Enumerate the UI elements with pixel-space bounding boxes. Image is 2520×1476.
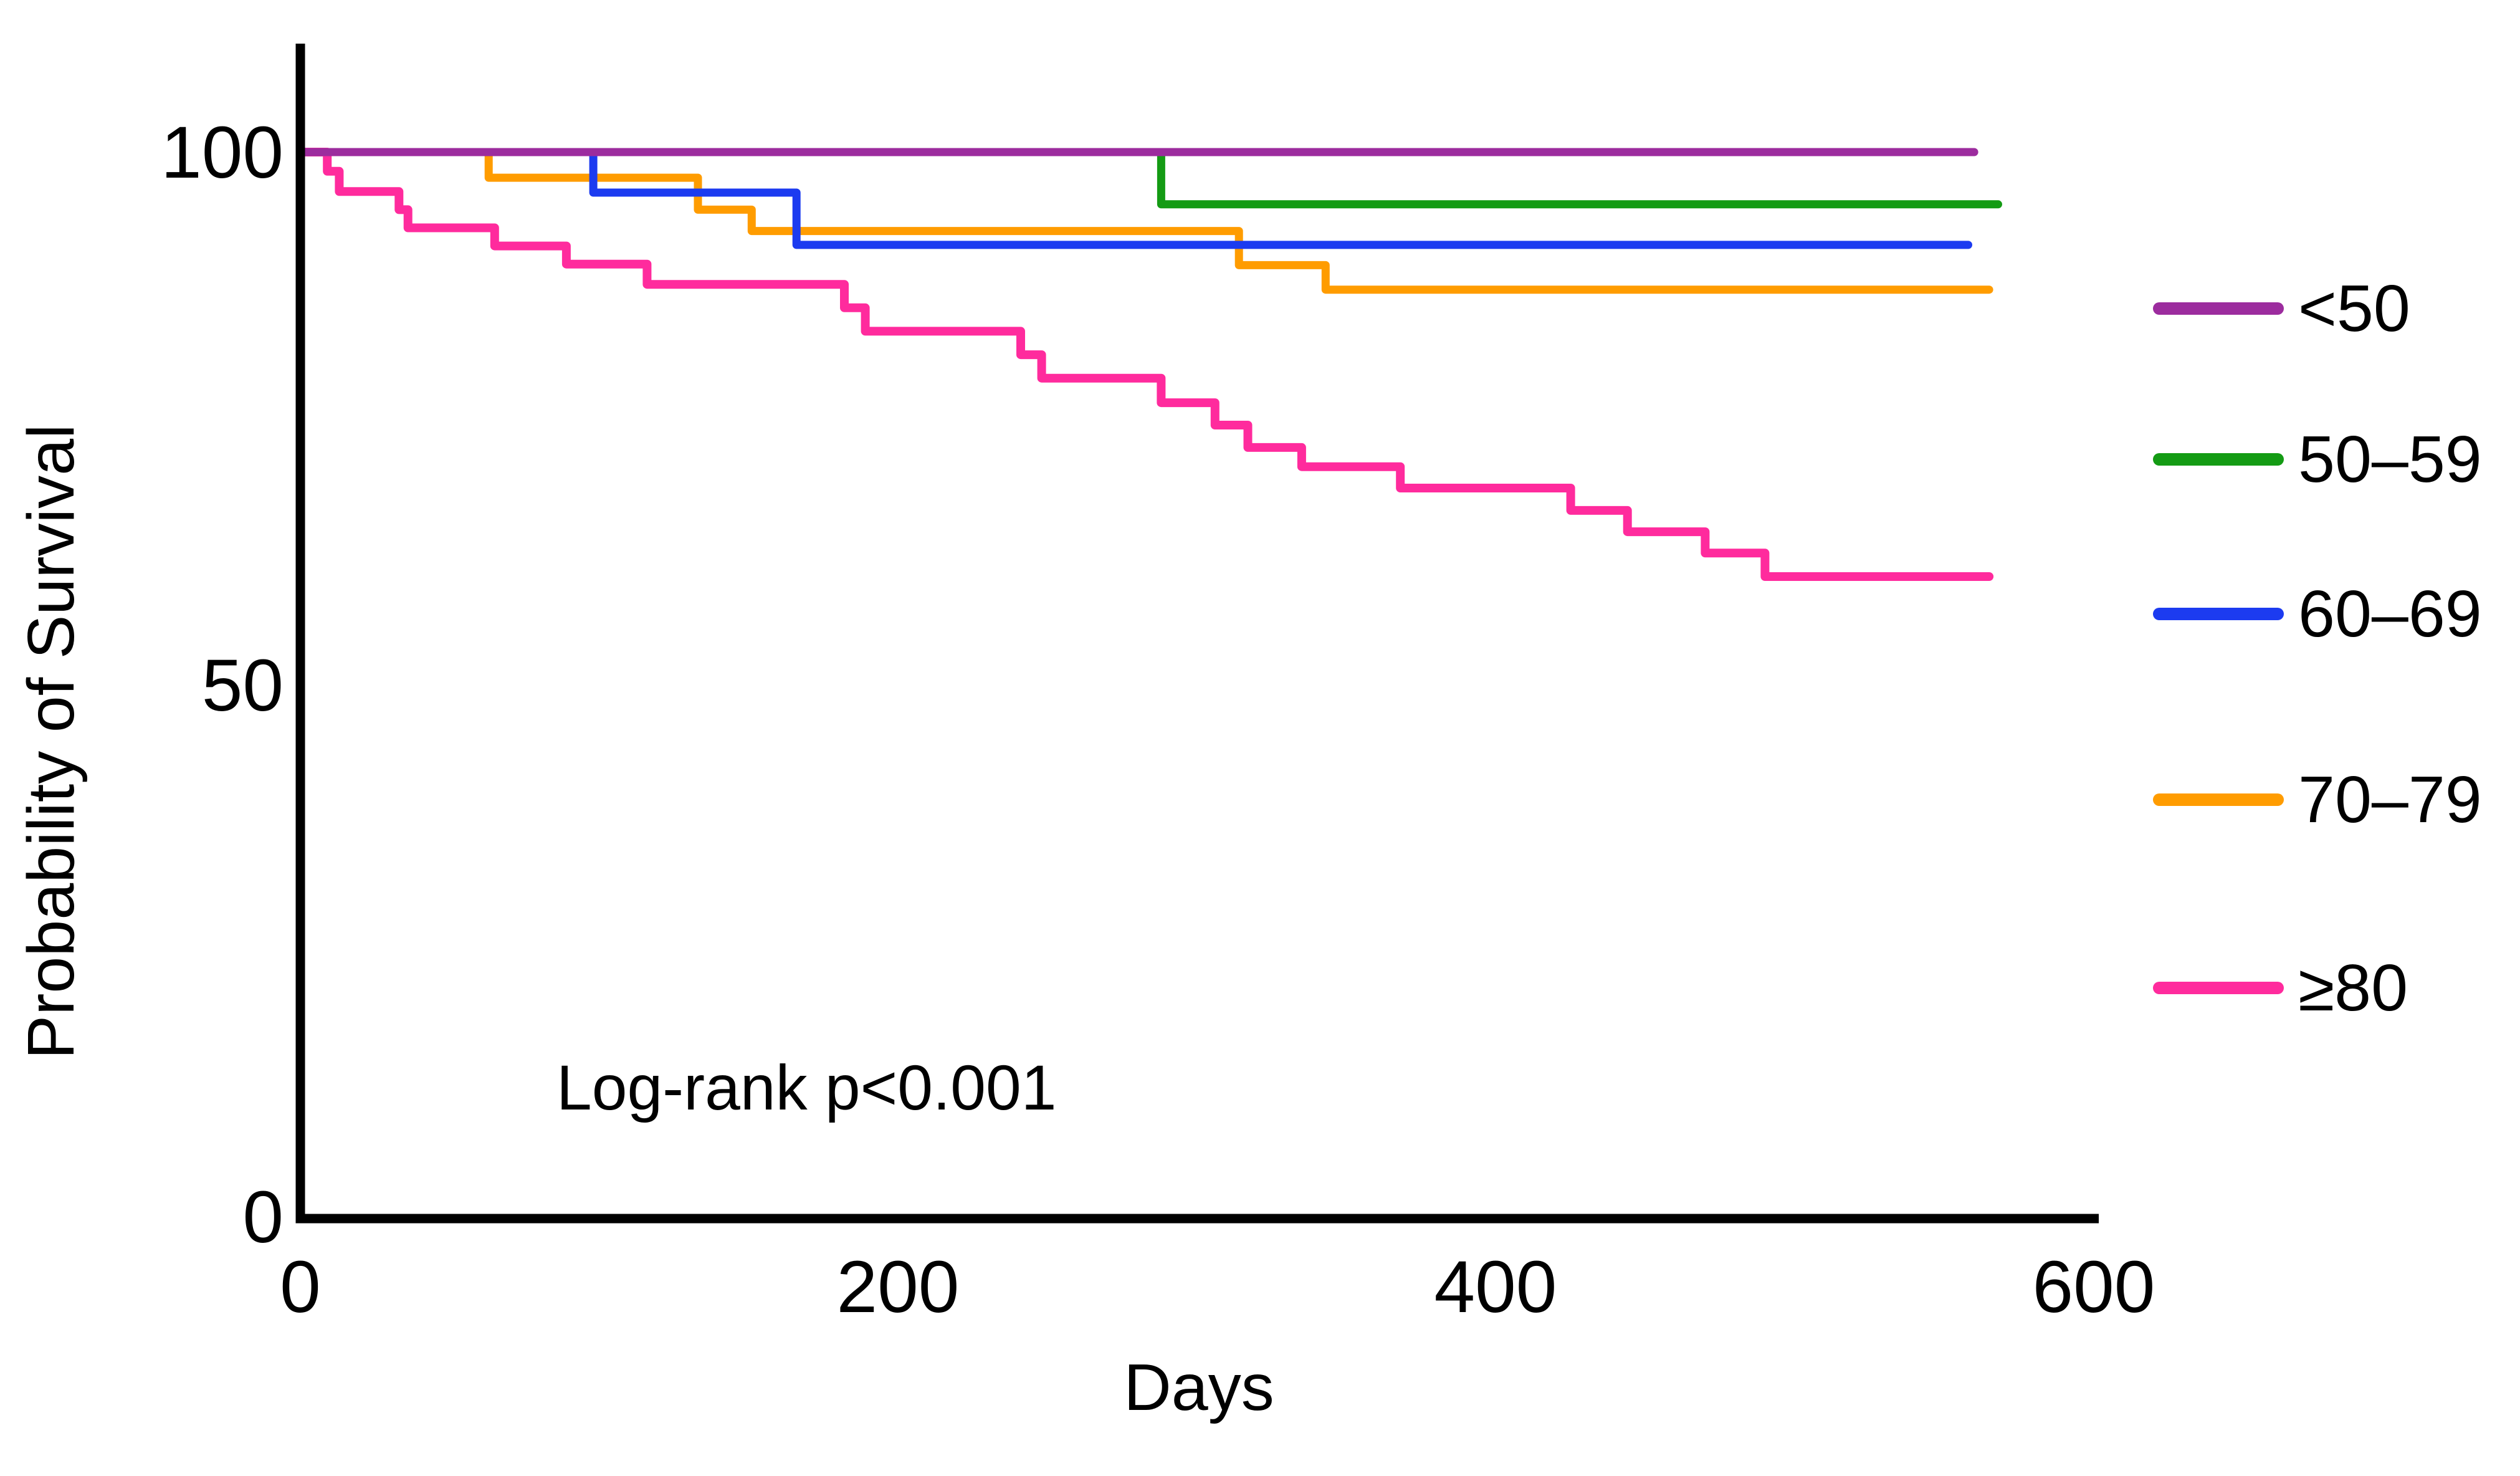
y-tick-label-0: 0 xyxy=(242,1176,284,1258)
legend-item-50-59: 50–59 xyxy=(2153,423,2482,496)
legend-item-80-plus: ≥80 xyxy=(2153,951,2408,1025)
legend-item-60-69: 60–69 xyxy=(2153,577,2482,651)
legend-label-50-59: 50–59 xyxy=(2298,423,2482,496)
legend-item-under-50: <50 xyxy=(2153,272,2410,345)
x-axis-title: Days xyxy=(1124,1351,1274,1424)
plot-series-group xyxy=(296,148,2002,581)
log-rank-annotation: Log-rank p<0.001 xyxy=(556,1052,1056,1123)
y-tick-label-100: 100 xyxy=(161,112,284,194)
legend: <50 50–59 60–69 70–79 ≥80 xyxy=(2153,272,2482,1025)
x-tick-label-200: 200 xyxy=(837,1246,960,1328)
curve-70-79 xyxy=(296,148,1993,294)
legend-label-60-69: 60–69 xyxy=(2298,577,2482,651)
x-tick-label-600: 600 xyxy=(2033,1246,2155,1328)
curve-80-plus xyxy=(296,148,1994,581)
legend-label-under-50: <50 xyxy=(2298,272,2410,345)
x-tick-label-400: 400 xyxy=(1434,1246,1557,1328)
y-tick-label-50: 50 xyxy=(202,645,284,727)
y-axis-title: Probability of Survival xyxy=(14,424,88,1059)
x-tick-label-0: 0 xyxy=(280,1246,321,1328)
legend-item-70-79: 70–79 xyxy=(2153,763,2482,836)
legend-label-70-79: 70–79 xyxy=(2298,763,2482,836)
legend-label-80-plus: ≥80 xyxy=(2298,951,2408,1025)
